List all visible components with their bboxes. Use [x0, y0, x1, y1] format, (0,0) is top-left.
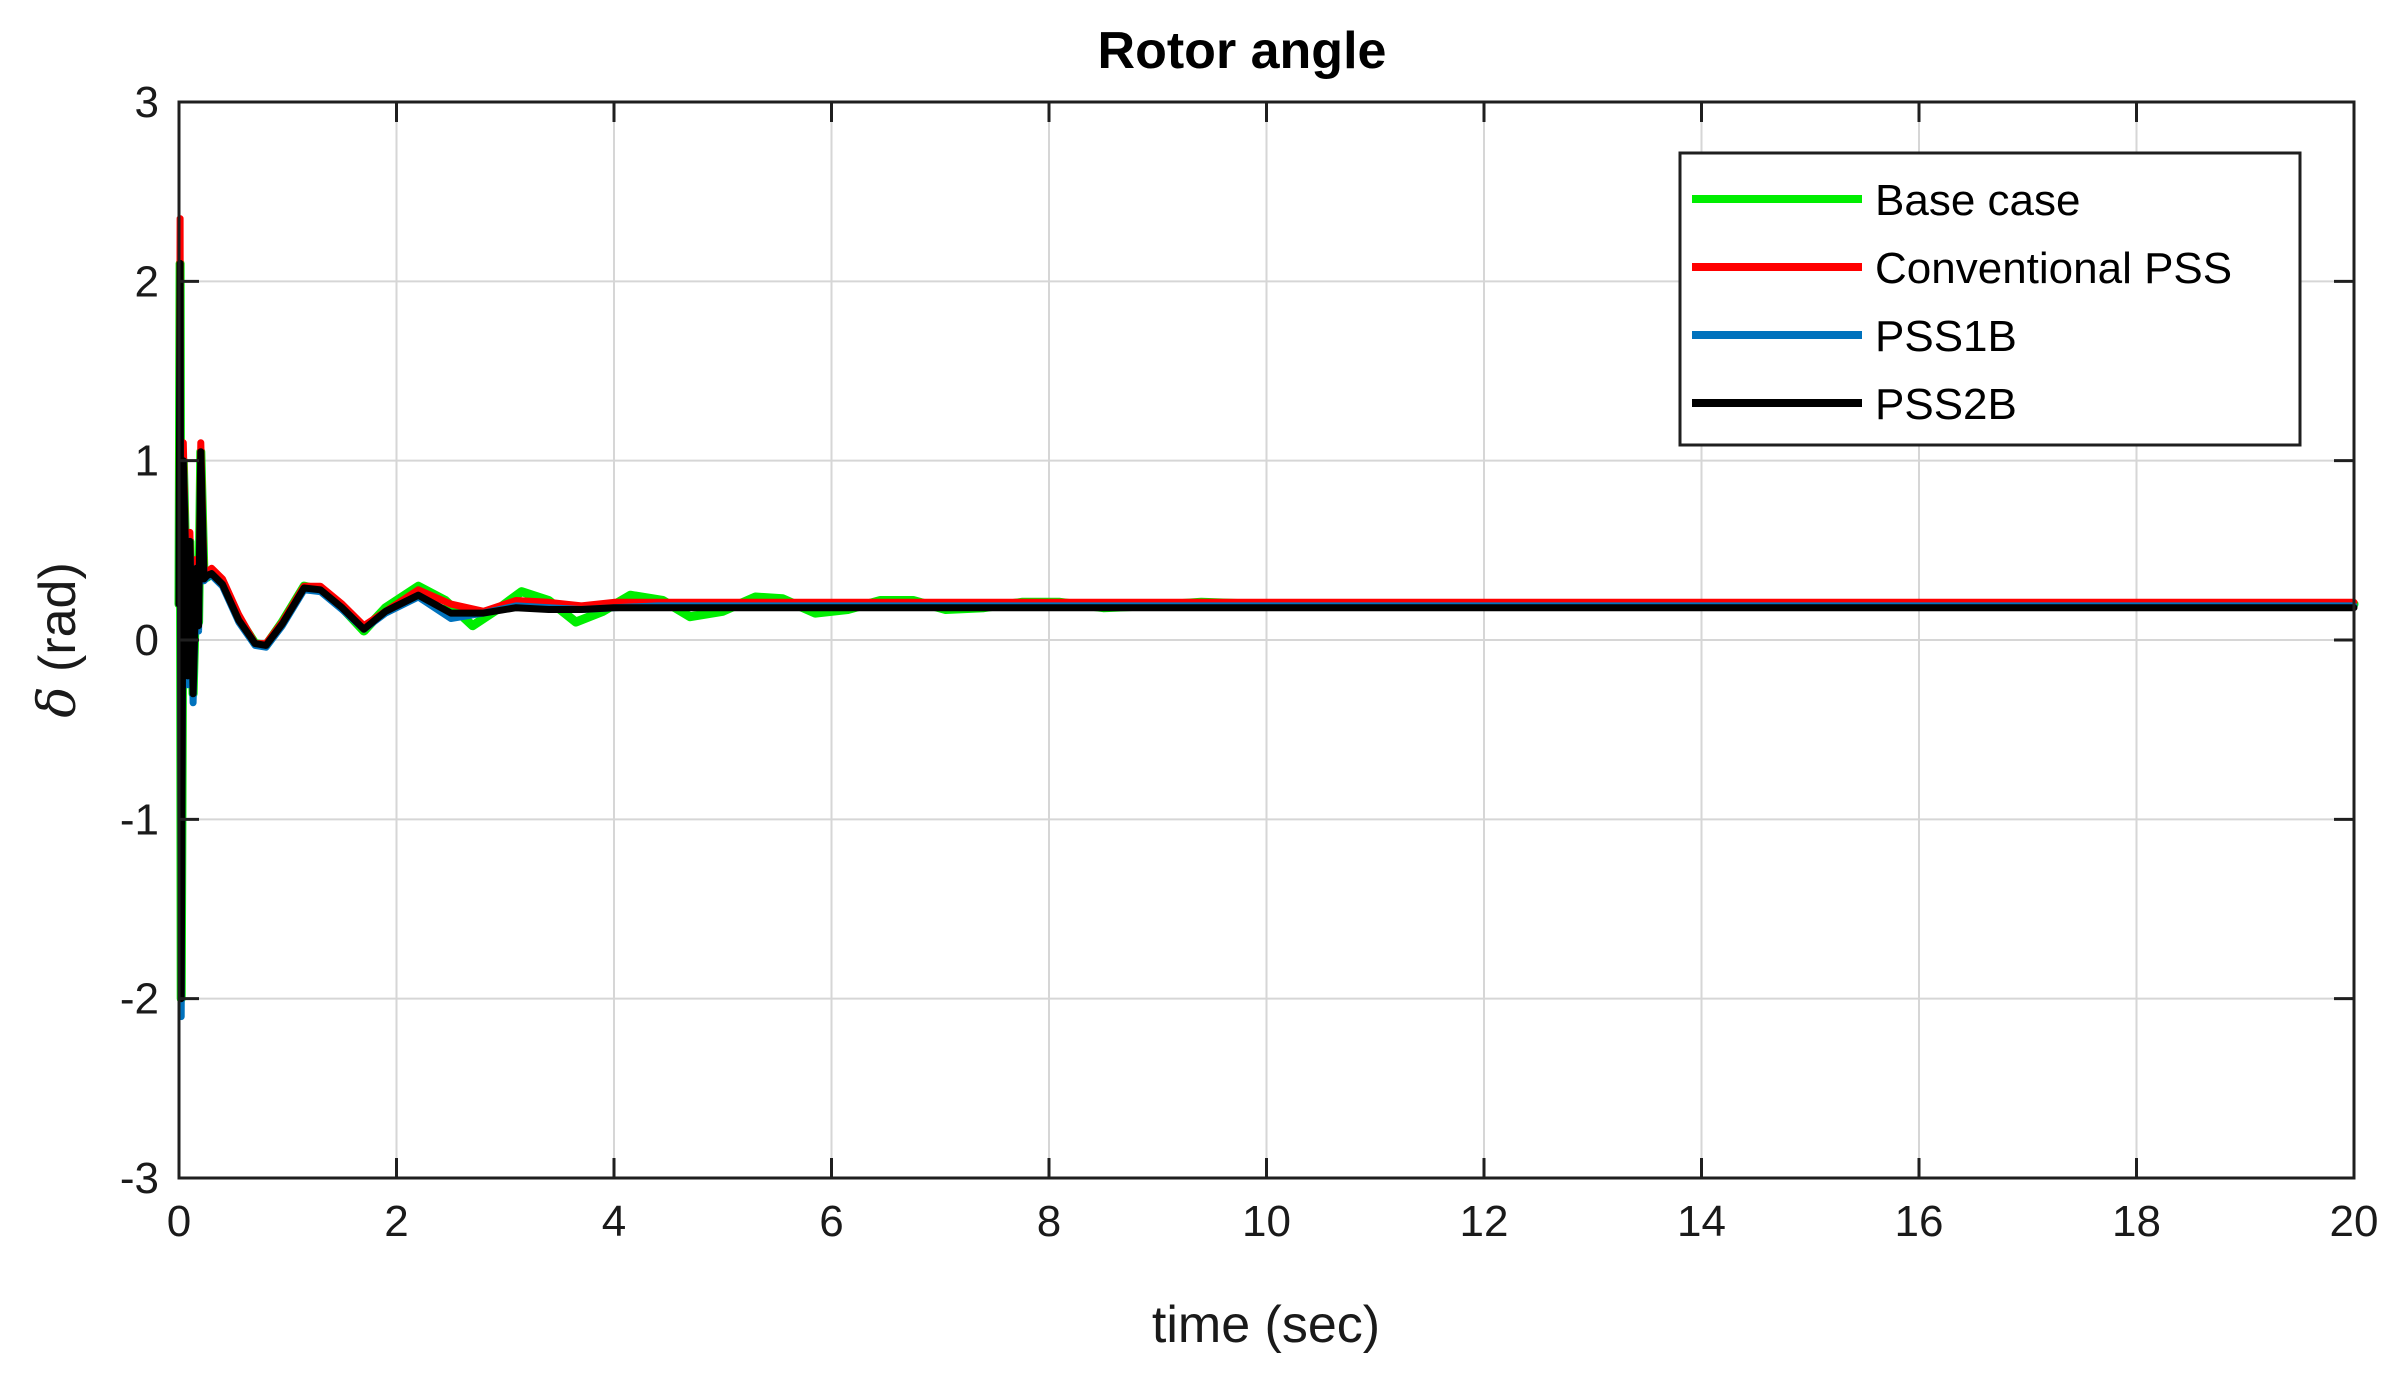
- y-tick-label: 0: [135, 616, 159, 665]
- legend: Base case Conventional PSS PSS1B PSS2B: [1678, 151, 2302, 447]
- x-tick-label: 4: [602, 1197, 626, 1246]
- y-axis-symbol: δ: [28, 686, 88, 717]
- y-tick-label: 3: [135, 78, 159, 127]
- x-tick-label: 16: [1895, 1197, 1944, 1246]
- x-axis-label: time (sec): [1152, 1296, 1380, 1354]
- x-tick-label: 8: [1037, 1197, 1061, 1246]
- legend-label: PSS2B: [1875, 380, 2017, 429]
- legend-label: PSS1B: [1875, 312, 2017, 361]
- series-line-pss2b: [175, 259, 2358, 1003]
- y-tick-label: -2: [120, 975, 159, 1024]
- x-tick-label: 2: [384, 1197, 408, 1246]
- y-tick-label: 2: [135, 257, 159, 306]
- series-lines: [174, 215, 2359, 1021]
- y-axis-unit: (rad): [29, 562, 87, 686]
- y-tick-label: 1: [135, 437, 159, 486]
- x-tick-label: 18: [2112, 1197, 2161, 1246]
- x-tick-label: 20: [2330, 1197, 2379, 1246]
- x-tick-label: 10: [1242, 1197, 1291, 1246]
- legend-label: Base case: [1875, 176, 2080, 225]
- chart-title: Rotor angle: [1098, 22, 1387, 80]
- x-tick-label: 0: [167, 1197, 191, 1246]
- y-tick-label: -1: [120, 795, 159, 844]
- x-tick-label: 14: [1677, 1197, 1726, 1246]
- y-axis-label: δ (rad): [28, 562, 88, 718]
- x-tick-label: 12: [1460, 1197, 1509, 1246]
- legend-label: Conventional PSS: [1875, 244, 2232, 293]
- y-tick-label: -3: [120, 1154, 159, 1203]
- x-tick-label: 6: [819, 1197, 843, 1246]
